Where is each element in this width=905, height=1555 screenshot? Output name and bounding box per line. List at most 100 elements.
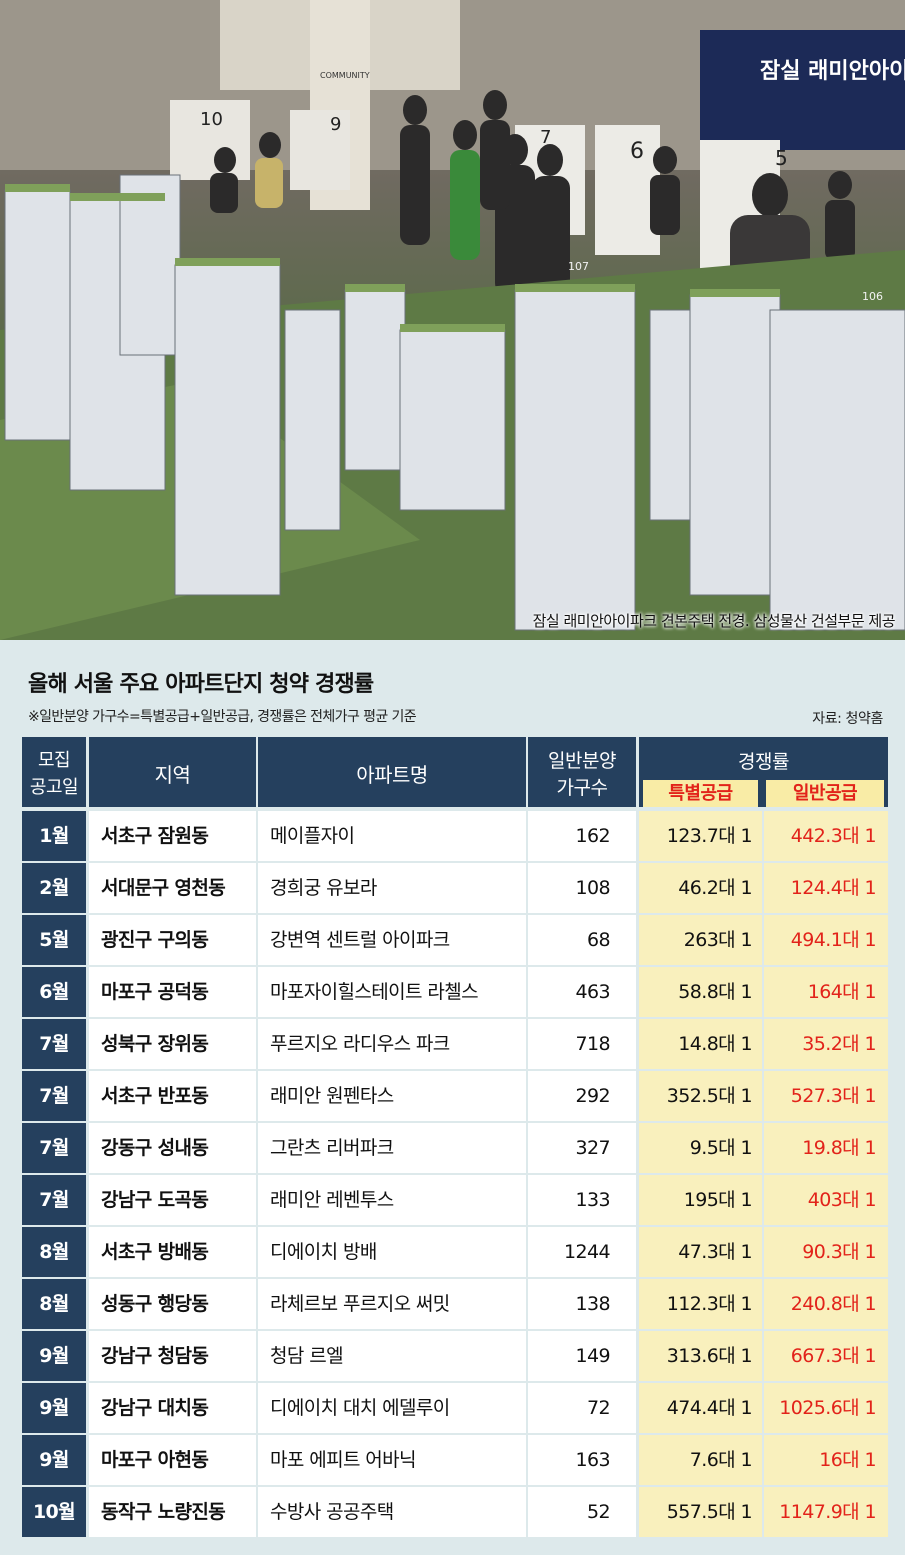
table-row: 6월 마포구 공덕동 마포자이힐스테이트 라첼스 463 58.8대 1 164대 1: [22, 967, 888, 1017]
table-row: 9월 강남구 대치동 디에이치 대치 에델루이 72 474.4대 1 1025.6대 1: [22, 1383, 888, 1433]
row-region: 성북구 장위동: [89, 1019, 256, 1069]
header-region-label: 지역: [154, 763, 191, 787]
row-region: 성동구 행당동: [89, 1279, 256, 1329]
header-rate-label: 경쟁률: [738, 751, 789, 773]
table-row: 1월 서초구 잠원동 메이플자이 162 123.7대 1 442.3대 1: [22, 811, 888, 861]
row-units: 68: [528, 915, 636, 965]
row-region: 마포구 공덕동: [89, 967, 256, 1017]
row-units: 72: [528, 1383, 636, 1433]
row-units: 292: [528, 1071, 636, 1121]
row-special-rate: 352.5대 1: [639, 1071, 762, 1121]
row-apartment: 그란츠 리버파크: [258, 1123, 526, 1173]
row-month: 9월: [22, 1383, 86, 1433]
row-special-rate: 9.5대 1: [639, 1123, 762, 1173]
row-apartment: 청담 르엘: [258, 1331, 526, 1381]
sales-sign: [700, 30, 905, 150]
row-units: 52: [528, 1487, 636, 1537]
row-region: 마포구 아현동: [89, 1435, 256, 1485]
row-general-rate: 16대 1: [764, 1435, 888, 1485]
row-region: 서대문구 영천동: [89, 863, 256, 913]
booth-number: 5: [775, 146, 788, 170]
row-general-rate: 19.8대 1: [764, 1123, 888, 1173]
infographic-panel: 올해 서울 주요 아파트단지 청약 경쟁률 ※일반분양 가구수=특별공급+일반공…: [0, 640, 905, 1555]
footnote: ※일반분양 가구수=특별공급+일반공급, 경쟁률은 전체가구 평균 기준: [28, 709, 417, 725]
row-general-rate: 403대 1: [764, 1175, 888, 1225]
row-month: 2월: [22, 863, 86, 913]
row-region: 동작구 노량진동: [89, 1487, 256, 1537]
row-units: 138: [528, 1279, 636, 1329]
header-month-line2: 공고일: [29, 777, 79, 798]
table-row: 9월 마포구 아현동 마포 에피트 어바닉 163 7.6대 1 16대 1: [22, 1435, 888, 1485]
row-apartment: 경희궁 유보라: [258, 863, 526, 913]
infographic-title: 올해 서울 주요 아파트단지 청약 경쟁률: [28, 672, 374, 697]
row-apartment: 푸르지오 라디우스 파크: [258, 1019, 526, 1069]
row-special-rate: 474.4대 1: [639, 1383, 762, 1433]
row-special-rate: 263대 1: [639, 915, 762, 965]
table-row: 9월 강남구 청담동 청담 르엘 149 313.6대 1 667.3대 1: [22, 1331, 888, 1381]
row-general-rate: 240.8대 1: [764, 1279, 888, 1329]
model-label: 107: [568, 260, 589, 273]
row-general-rate: 164대 1: [764, 967, 888, 1017]
row-apartment: 강변역 센트럴 아이파크: [258, 915, 526, 965]
visitor-silhouettes: [210, 90, 855, 355]
row-month: 8월: [22, 1279, 86, 1329]
table-row: 8월 성동구 행당동 라체르보 푸르지오 써밋 138 112.3대 1 240.8대 1: [22, 1279, 888, 1329]
row-region: 강남구 대치동: [89, 1383, 256, 1433]
row-region: 서초구 잠원동: [89, 811, 256, 861]
row-units: 718: [528, 1019, 636, 1069]
row-month: 7월: [22, 1071, 86, 1121]
row-general-rate: 442.3대 1: [764, 811, 888, 861]
row-apartment: 라체르보 푸르지오 써밋: [258, 1279, 526, 1329]
row-special-rate: 7.6대 1: [639, 1435, 762, 1485]
header-region: 지역: [89, 737, 256, 807]
header-units-line2: 가구수: [556, 777, 608, 799]
row-units: 1244: [528, 1227, 636, 1277]
table-row: 5월 광진구 구의동 강변역 센트럴 아이파크 68 263대 1 494.1대 1: [22, 915, 888, 965]
booth-number: 6: [630, 139, 644, 164]
row-general-rate: 667.3대 1: [764, 1331, 888, 1381]
table-row: 10월 동작구 노량진동 수방사 공공주택 52 557.5대 1 1147.9대 1: [22, 1487, 888, 1537]
table-row: 2월 서대문구 영천동 경희궁 유보라 108 46.2대 1 124.4대 1: [22, 863, 888, 913]
row-units: 463: [528, 967, 636, 1017]
header-special: 특별공급: [643, 780, 758, 807]
table-row: 8월 서초구 방배동 디에이치 방배 1244 47.3대 1 90.3대 1: [22, 1227, 888, 1277]
header-apartment: 아파트명: [258, 737, 526, 807]
row-special-rate: 195대 1: [639, 1175, 762, 1225]
row-month: 7월: [22, 1123, 86, 1173]
booth-number: 10: [200, 109, 223, 130]
header-units-line1: 일반분양: [548, 750, 616, 772]
table-row: 7월 성북구 장위동 푸르지오 라디우스 파크 718 14.8대 1 35.2대 1: [22, 1019, 888, 1069]
booth-number: 7: [540, 127, 551, 148]
row-general-rate: 90.3대 1: [764, 1227, 888, 1277]
row-apartment: 디에이치 대치 에델루이: [258, 1383, 526, 1433]
row-special-rate: 46.2대 1: [639, 863, 762, 913]
row-special-rate: 14.8대 1: [639, 1019, 762, 1069]
row-special-rate: 123.7대 1: [639, 811, 762, 861]
row-month: 6월: [22, 967, 86, 1017]
row-month: 10월: [22, 1487, 86, 1537]
header-month: 모집 공고일: [22, 737, 86, 807]
row-units: 149: [528, 1331, 636, 1381]
row-region: 강남구 도곡동: [89, 1175, 256, 1225]
row-units: 162: [528, 811, 636, 861]
table-row: 7월 서초구 반포동 래미안 원펜타스 292 352.5대 1 527.3대 1: [22, 1071, 888, 1121]
row-general-rate: 35.2대 1: [764, 1019, 888, 1069]
row-general-rate: 494.1대 1: [764, 915, 888, 965]
source-label: 자료: 청약홈: [812, 711, 883, 727]
header-units: 일반분양 가구수: [528, 737, 636, 807]
row-region: 강동구 성내동: [89, 1123, 256, 1173]
row-month: 8월: [22, 1227, 86, 1277]
row-units: 327: [528, 1123, 636, 1173]
booth-number: 9: [330, 114, 341, 135]
row-general-rate: 527.3대 1: [764, 1071, 888, 1121]
row-units: 133: [528, 1175, 636, 1225]
row-apartment: 마포자이힐스테이트 라첼스: [258, 967, 526, 1017]
row-apartment: 디에이치 방배: [258, 1227, 526, 1277]
row-general-rate: 1147.9대 1: [764, 1487, 888, 1537]
row-apartment: 마포 에피트 어바닉: [258, 1435, 526, 1485]
row-region: 광진구 구의동: [89, 915, 256, 965]
row-special-rate: 47.3대 1: [639, 1227, 762, 1277]
row-special-rate: 557.5대 1: [639, 1487, 762, 1537]
row-apartment: 메이플자이: [258, 811, 526, 861]
row-region: 강남구 청담동: [89, 1331, 256, 1381]
